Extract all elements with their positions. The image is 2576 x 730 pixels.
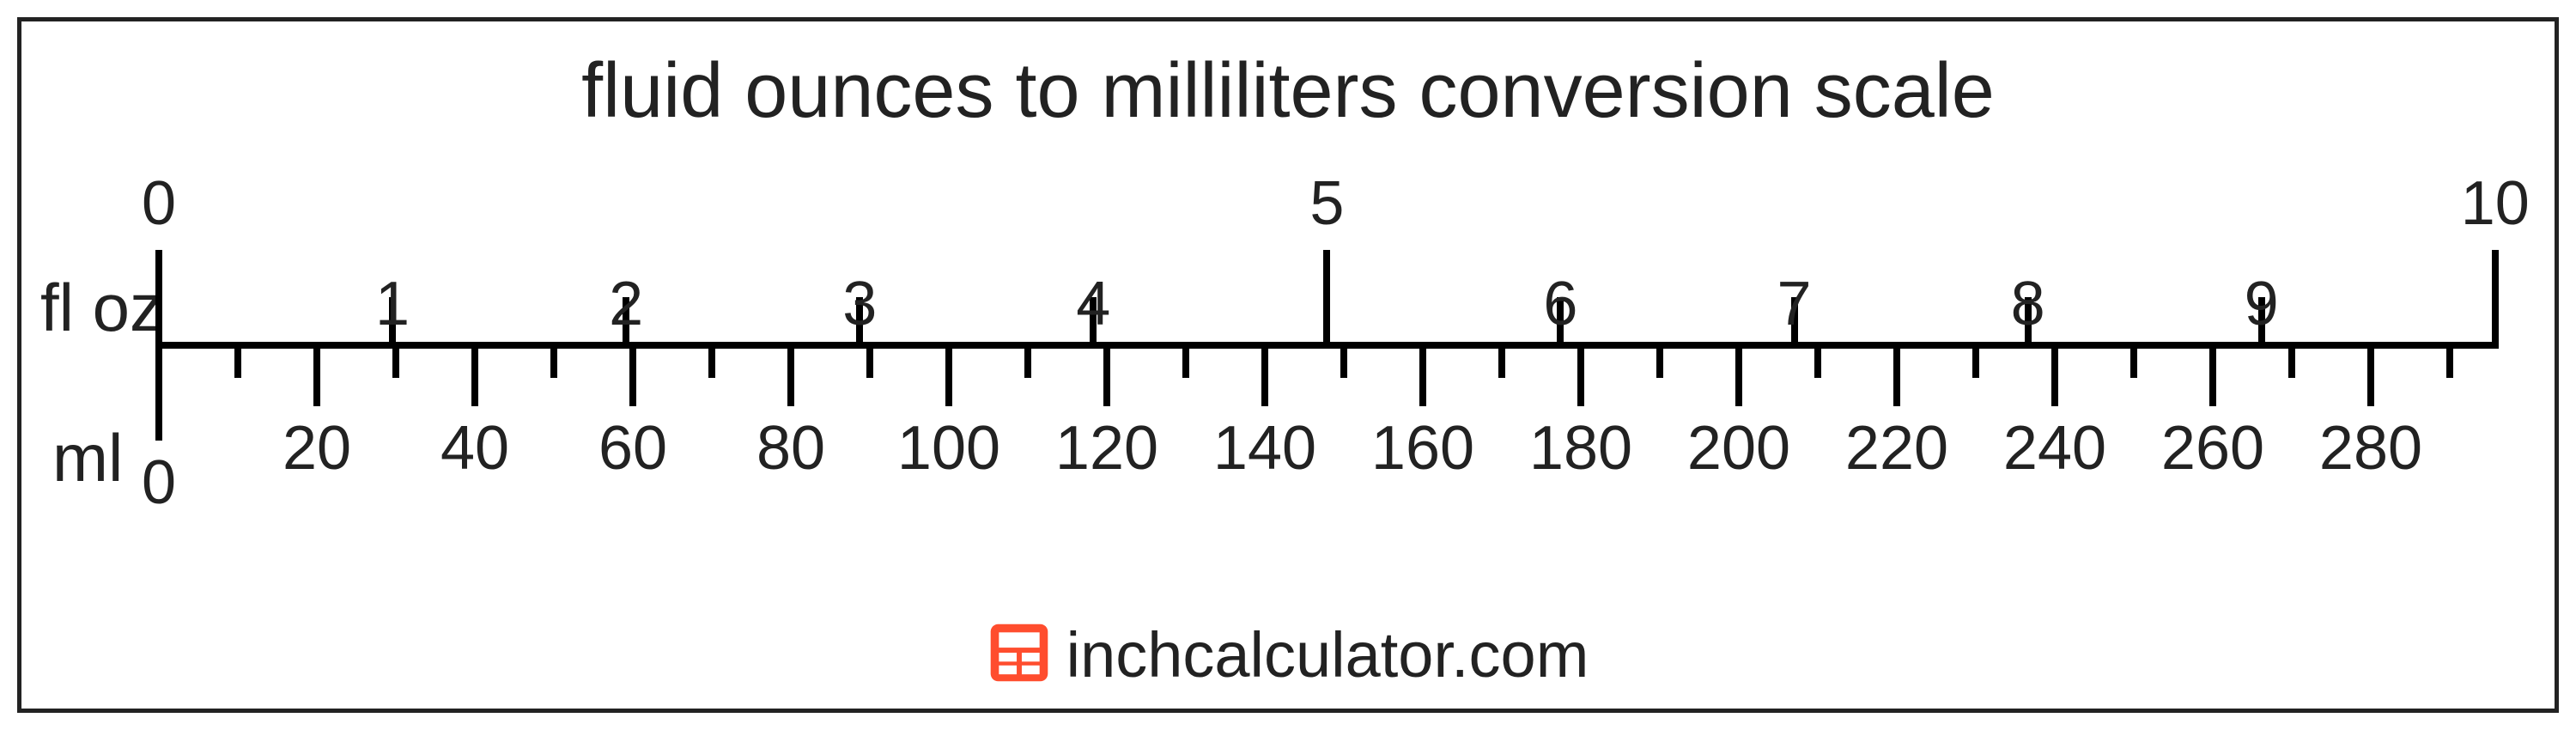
tick-bottom: [787, 342, 794, 406]
tick-bottom: [2051, 342, 2058, 406]
ml-value: 100: [897, 413, 1000, 484]
ml-value: 60: [598, 413, 667, 484]
floz-value: 2: [609, 269, 643, 339]
ml-value: 80: [756, 413, 825, 484]
footer: inchcalculator.com: [21, 618, 2555, 691]
tick-bottom: [392, 342, 399, 378]
ml-value: 240: [2003, 413, 2106, 484]
tick-top: [2492, 250, 2499, 349]
tick-bottom: [313, 342, 320, 406]
ruler-area: 0123456789100204060801001201401601802002…: [159, 170, 2494, 514]
floz-value: 1: [375, 269, 410, 339]
tick-bottom: [471, 342, 478, 406]
tick-bottom: [2446, 342, 2453, 378]
ml-value: 140: [1213, 413, 1316, 484]
ml-value: 280: [2319, 413, 2422, 484]
tick-bottom: [866, 342, 873, 378]
scale-container: fl oz ml 0123456789100204060801001201401…: [21, 136, 2555, 479]
floz-value: 9: [2245, 269, 2279, 339]
floz-value: 5: [1309, 168, 1344, 239]
footer-text: inchcalculator.com: [1066, 618, 1589, 691]
tick-bottom: [629, 342, 636, 406]
tick-bottom: [1261, 342, 1268, 406]
ml-value: 160: [1371, 413, 1474, 484]
tick-bottom: [1182, 342, 1189, 378]
tick-bottom: [1103, 342, 1110, 406]
tick-bottom: [1893, 342, 1900, 406]
floz-value: 7: [1777, 269, 1812, 339]
tick-bottom: [155, 342, 162, 441]
tick-top: [155, 250, 162, 349]
floz-value: 10: [2461, 168, 2530, 239]
ml-value: 200: [1687, 413, 1790, 484]
tick-bottom: [1656, 342, 1663, 378]
tick-bottom: [2130, 342, 2137, 378]
ml-value: 180: [1529, 413, 1632, 484]
tick-bottom: [708, 342, 715, 378]
floz-value: 6: [1543, 269, 1577, 339]
tick-bottom: [234, 342, 241, 378]
tick-bottom: [1972, 342, 1979, 378]
tick-bottom: [1498, 342, 1505, 378]
floz-value: 8: [2011, 269, 2045, 339]
ml-value: 260: [2161, 413, 2264, 484]
ml-value: 0: [142, 447, 176, 518]
tick-bottom: [945, 342, 952, 406]
calculator-icon: [987, 621, 1051, 689]
ml-value: 120: [1055, 413, 1158, 484]
tick-bottom: [2288, 342, 2295, 378]
tick-bottom: [2367, 342, 2374, 406]
floz-value: 4: [1076, 269, 1110, 339]
chart-title: fluid ounces to milliliters conversion s…: [21, 47, 2555, 136]
unit-label-floz: fl oz: [40, 269, 163, 347]
floz-value: 3: [842, 269, 877, 339]
floz-value: 0: [142, 168, 176, 239]
ml-value: 220: [1845, 413, 1948, 484]
tick-bottom: [1419, 342, 1426, 406]
ml-value: 40: [440, 413, 509, 484]
tick-bottom: [550, 342, 557, 378]
conversion-scale-frame: fluid ounces to milliliters conversion s…: [17, 17, 2559, 713]
unit-label-ml: ml: [52, 419, 123, 497]
tick-bottom: [1577, 342, 1584, 406]
tick-bottom: [1340, 342, 1347, 378]
tick-top: [1323, 250, 1330, 349]
tick-bottom: [1814, 342, 1821, 378]
tick-bottom: [2209, 342, 2216, 406]
tick-bottom: [1024, 342, 1031, 378]
tick-bottom: [1735, 342, 1742, 406]
ml-value: 20: [283, 413, 351, 484]
